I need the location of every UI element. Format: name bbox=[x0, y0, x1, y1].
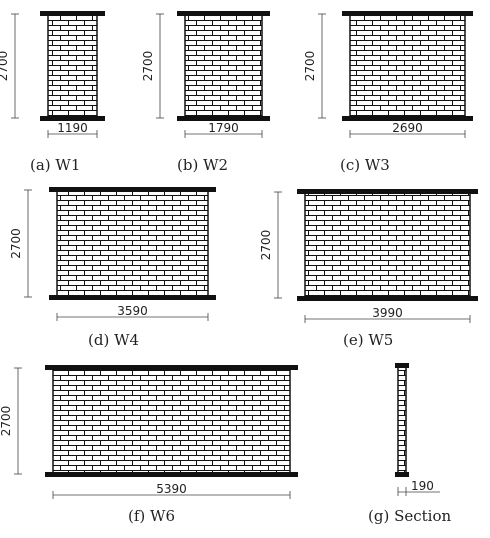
caption: (d) W4 bbox=[88, 331, 139, 349]
width-label: 3590 bbox=[117, 304, 148, 318]
brick-wall bbox=[52, 367, 291, 475]
brick-wall bbox=[56, 189, 209, 298]
top-beam bbox=[177, 11, 270, 16]
top-beam bbox=[49, 187, 216, 192]
width-label: 3990 bbox=[372, 306, 403, 320]
width-label: 190 bbox=[411, 479, 434, 493]
height-label: 2700 bbox=[141, 51, 155, 82]
height-label: 2700 bbox=[259, 230, 273, 261]
caption: (b) W2 bbox=[177, 156, 228, 174]
brick-wall bbox=[47, 13, 98, 119]
top-beam bbox=[40, 11, 105, 16]
width-label: 5390 bbox=[156, 482, 187, 496]
top-beam bbox=[342, 11, 473, 16]
height-label: 2700 bbox=[0, 406, 13, 437]
height-label: 2700 bbox=[9, 228, 23, 259]
bottom-beam bbox=[45, 472, 298, 477]
height-label: 2700 bbox=[303, 51, 317, 82]
width-label: 1790 bbox=[208, 121, 239, 135]
caption: (a) W1 bbox=[30, 156, 80, 174]
bottom-beam bbox=[395, 472, 409, 477]
brick-wall bbox=[184, 13, 263, 119]
bottom-beam bbox=[49, 295, 216, 300]
caption: (c) W3 bbox=[340, 156, 390, 174]
caption: (g) Section bbox=[368, 507, 451, 525]
bottom-beam bbox=[40, 116, 105, 121]
brick-wall bbox=[349, 13, 466, 119]
caption: (f) W6 bbox=[128, 507, 175, 525]
caption: (e) W5 bbox=[343, 331, 393, 349]
height-label: 2700 bbox=[0, 51, 10, 82]
brick-wall bbox=[304, 191, 471, 299]
width-label: 2690 bbox=[392, 121, 423, 135]
top-beam bbox=[297, 189, 478, 194]
brick-wall bbox=[397, 365, 407, 475]
top-beam bbox=[395, 363, 409, 368]
bottom-beam bbox=[342, 116, 473, 121]
width-label: 1190 bbox=[57, 121, 88, 135]
top-beam bbox=[45, 365, 298, 370]
bottom-beam bbox=[297, 296, 478, 301]
bottom-beam bbox=[177, 116, 270, 121]
